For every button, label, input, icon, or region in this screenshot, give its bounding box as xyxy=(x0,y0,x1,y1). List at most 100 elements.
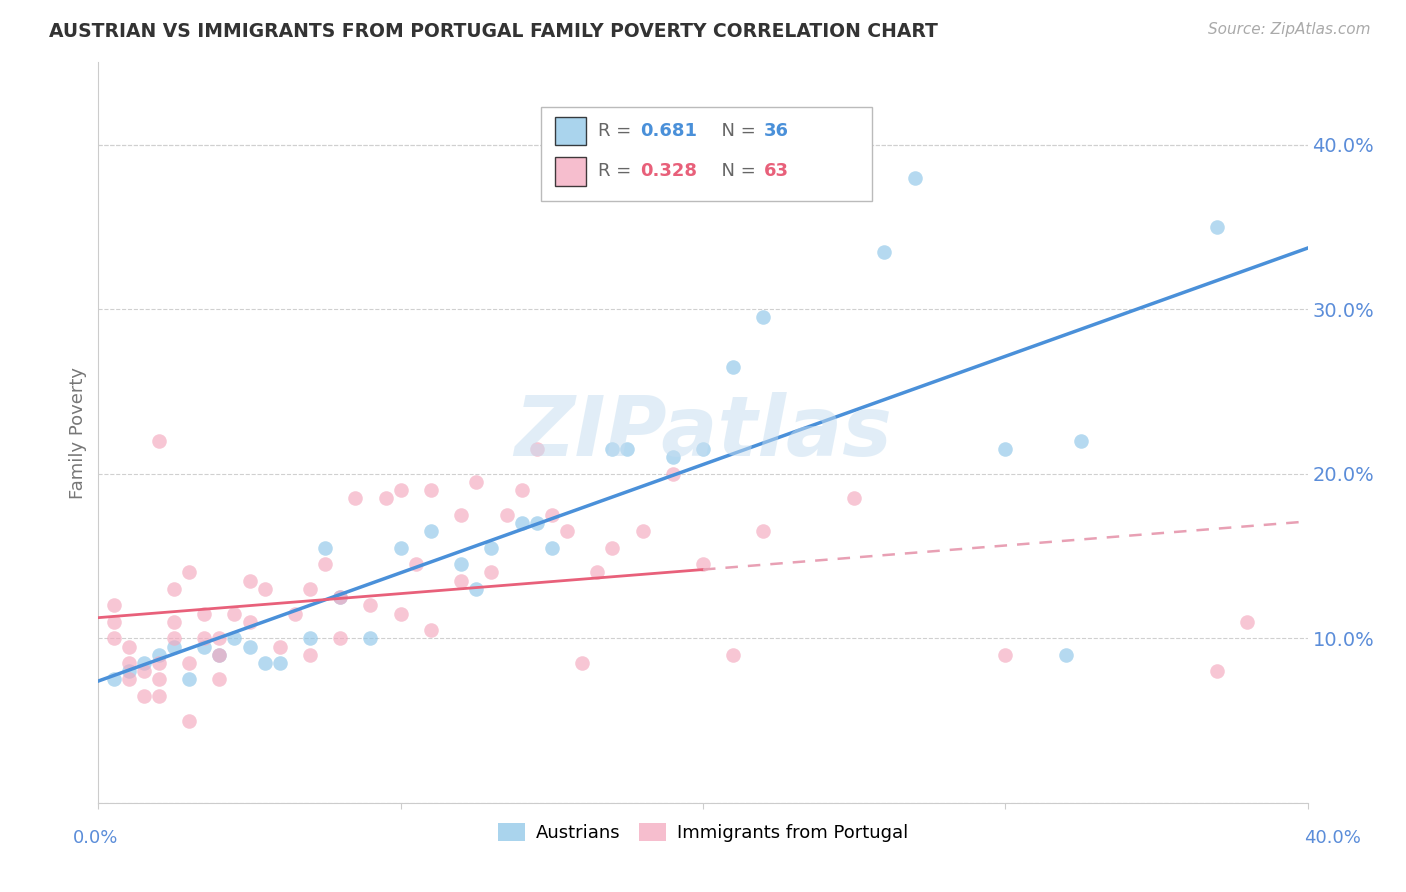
Point xyxy=(844,491,866,506)
Point xyxy=(103,673,125,687)
Point xyxy=(148,648,170,662)
Point xyxy=(555,524,578,539)
Point xyxy=(389,607,412,621)
Point xyxy=(163,632,186,646)
Point xyxy=(284,607,307,621)
Text: N =: N = xyxy=(710,122,762,140)
Point xyxy=(450,558,472,572)
Point xyxy=(465,582,488,596)
Point xyxy=(299,632,322,646)
Point xyxy=(1054,648,1077,662)
Point xyxy=(571,656,593,670)
Point xyxy=(299,648,322,662)
Point xyxy=(586,566,609,580)
Point xyxy=(208,673,231,687)
Point xyxy=(329,632,352,646)
Point xyxy=(1070,434,1092,448)
Point xyxy=(193,607,215,621)
Point xyxy=(661,450,683,465)
Point xyxy=(253,582,276,596)
Point xyxy=(329,590,352,604)
Point xyxy=(374,491,396,506)
Point xyxy=(329,590,352,604)
Text: 63: 63 xyxy=(763,162,789,180)
Point xyxy=(1236,615,1258,629)
Point xyxy=(904,170,927,185)
Point xyxy=(193,640,215,654)
Text: 40.0%: 40.0% xyxy=(1305,829,1361,847)
Point xyxy=(118,656,141,670)
Point xyxy=(994,648,1017,662)
Point xyxy=(132,664,155,678)
Point xyxy=(179,656,201,670)
Point xyxy=(269,656,291,670)
Point xyxy=(208,632,231,646)
Point xyxy=(208,648,231,662)
Point xyxy=(239,574,262,588)
Point xyxy=(163,615,186,629)
Text: AUSTRIAN VS IMMIGRANTS FROM PORTUGAL FAMILY POVERTY CORRELATION CHART: AUSTRIAN VS IMMIGRANTS FROM PORTUGAL FAM… xyxy=(49,22,938,41)
Point xyxy=(602,442,624,456)
Text: 0.328: 0.328 xyxy=(640,162,697,180)
Text: 0.0%: 0.0% xyxy=(73,829,118,847)
Point xyxy=(752,524,775,539)
Point xyxy=(465,475,488,489)
Point xyxy=(752,310,775,325)
Point xyxy=(314,541,336,555)
Point xyxy=(994,442,1017,456)
Text: ZIPatlas: ZIPatlas xyxy=(515,392,891,473)
Point xyxy=(692,442,714,456)
Text: R =: R = xyxy=(598,162,637,180)
Point xyxy=(481,566,503,580)
Point xyxy=(132,689,155,703)
Point xyxy=(103,632,125,646)
Text: 36: 36 xyxy=(763,122,789,140)
Point xyxy=(616,442,638,456)
Point xyxy=(495,508,517,522)
Point xyxy=(420,483,443,498)
Point xyxy=(132,656,155,670)
Point xyxy=(692,558,714,572)
Point xyxy=(269,640,291,654)
Point xyxy=(103,599,125,613)
Point xyxy=(389,541,412,555)
Point xyxy=(420,623,443,637)
Point xyxy=(420,524,443,539)
Point xyxy=(344,491,367,506)
Point xyxy=(540,541,562,555)
Point xyxy=(163,640,186,654)
Point xyxy=(148,434,170,448)
Point xyxy=(661,467,683,481)
Point xyxy=(148,656,170,670)
Point xyxy=(873,244,896,259)
Point xyxy=(360,599,382,613)
Point xyxy=(481,541,503,555)
Point xyxy=(148,689,170,703)
Point xyxy=(179,673,201,687)
Text: N =: N = xyxy=(710,162,762,180)
Point xyxy=(450,508,472,522)
Point xyxy=(118,664,141,678)
Point xyxy=(314,558,336,572)
Point xyxy=(1206,664,1229,678)
Point xyxy=(526,442,548,456)
Y-axis label: Family Poverty: Family Poverty xyxy=(69,367,87,499)
Legend: Austrians, Immigrants from Portugal: Austrians, Immigrants from Portugal xyxy=(491,815,915,849)
Point xyxy=(253,656,276,670)
Point xyxy=(179,566,201,580)
Point xyxy=(118,640,141,654)
Point xyxy=(540,508,562,522)
Text: 0.681: 0.681 xyxy=(640,122,697,140)
Point xyxy=(208,648,231,662)
Point xyxy=(148,673,170,687)
Point xyxy=(224,632,246,646)
Point xyxy=(1206,219,1229,234)
Point xyxy=(526,516,548,530)
Point xyxy=(239,615,262,629)
Point xyxy=(299,582,322,596)
Point xyxy=(193,632,215,646)
Point xyxy=(510,516,533,530)
Point xyxy=(450,574,472,588)
Point xyxy=(239,640,262,654)
Point xyxy=(602,541,624,555)
